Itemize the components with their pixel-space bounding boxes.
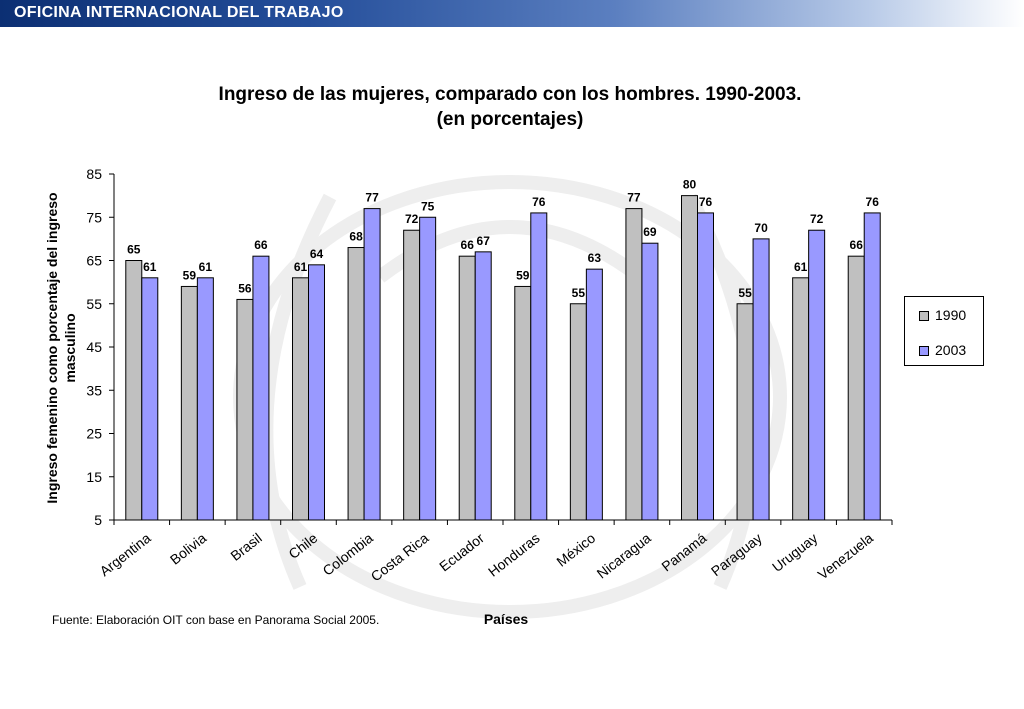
- bar-2003-colombia: [363, 208, 381, 521]
- x-tick-label: Nicaragua: [594, 530, 654, 582]
- x-tick-label: Paraguay: [708, 530, 765, 580]
- legend: 1990 2003: [904, 296, 984, 366]
- x-tick-label: Argentina: [97, 530, 154, 580]
- x-tick-label: Bolivia: [167, 530, 210, 568]
- bar-2003-ecuador: [474, 251, 492, 521]
- bar-2003-brasil: [252, 255, 270, 521]
- legend-item-1990: 1990: [919, 307, 966, 323]
- data-label: 56: [238, 281, 252, 295]
- bar-2003-chile: [308, 264, 325, 521]
- y-tick-label: 45: [86, 339, 102, 355]
- x-tick-label: Ecuador: [436, 530, 487, 575]
- bar-1990-argentina: [125, 260, 143, 521]
- source-note: Fuente: Elaboración OIT con base en Pano…: [52, 613, 380, 627]
- data-label: 59: [516, 268, 530, 282]
- data-label: 65: [127, 243, 141, 257]
- bar-2003-panamá: [697, 212, 714, 521]
- data-label: 63: [588, 251, 602, 265]
- bar-1990-méxico: [569, 303, 587, 521]
- data-label: 61: [794, 260, 808, 274]
- y-axis-label-line1: Ingreso femenino como porcentaje del ing…: [44, 192, 60, 503]
- y-tick-label: 15: [86, 469, 102, 485]
- bar-2003-nicaragua: [641, 242, 659, 521]
- legend-swatch-2003: [919, 346, 929, 357]
- header-bar: OFICINA INTERNACIONAL DEL TRABAJO: [0, 0, 1024, 27]
- legend-label-1990: 1990: [935, 307, 967, 323]
- bar-1990-chile: [292, 277, 309, 521]
- chart-title-line1: Ingreso de las mujeres, comparado con lo…: [218, 84, 802, 105]
- data-label: 75: [421, 199, 435, 213]
- x-tick-label: Chile: [285, 530, 320, 562]
- data-label: 76: [699, 195, 713, 209]
- data-label: 61: [294, 260, 308, 274]
- x-tick-label: Honduras: [485, 530, 543, 580]
- legend-swatch-1990: [919, 311, 929, 322]
- bar-1990-panamá: [681, 195, 698, 521]
- bar-2003-bolivia: [196, 277, 214, 521]
- x-tick-label: Panamá: [658, 530, 709, 575]
- data-label: 77: [365, 191, 379, 205]
- chart-title: Ingreso de las mujeres, comparado con lo…: [150, 82, 870, 132]
- bar-1990-brasil: [236, 298, 254, 521]
- bar-2003-costa-rica: [419, 216, 437, 521]
- y-tick-label: 75: [86, 209, 102, 225]
- data-label: 76: [866, 195, 880, 209]
- bar-1990-ecuador: [458, 255, 476, 521]
- x-tick-label: Brasil: [227, 530, 264, 564]
- data-label: 70: [754, 221, 768, 235]
- y-axis-label-line2: masculino: [62, 313, 78, 382]
- y-tick-label: 55: [86, 296, 102, 312]
- data-label: 59: [183, 268, 197, 282]
- y-tick-label: 25: [86, 426, 102, 442]
- y-tick-label: 85: [86, 166, 102, 182]
- x-tick-label: Uruguay: [769, 530, 821, 575]
- data-label: 61: [143, 260, 157, 274]
- y-tick-label: 5: [94, 512, 102, 528]
- legend-label-2003: 2003: [935, 342, 967, 358]
- chart-bars: [125, 195, 881, 521]
- data-label: 76: [532, 195, 546, 209]
- bar-2003-argentina: [141, 277, 159, 521]
- data-label: 77: [627, 191, 641, 205]
- y-tick-label: 65: [86, 253, 102, 269]
- bar-2003-honduras: [530, 212, 548, 521]
- chart-title-line2: (en porcentajes): [436, 109, 584, 130]
- bar-1990-bolivia: [180, 285, 198, 521]
- bar-1990-nicaragua: [625, 208, 643, 521]
- data-label: 67: [477, 234, 491, 248]
- x-tick-label: Costa Rica: [368, 530, 432, 585]
- data-label: 55: [572, 286, 586, 300]
- y-tick-label: 35: [86, 382, 102, 398]
- bar-1990-venezuela: [847, 255, 865, 521]
- bar-1990-paraguay: [736, 303, 754, 521]
- data-label: 61: [199, 260, 213, 274]
- x-tick-label: Venezuela: [815, 530, 877, 583]
- bar-2003-venezuela: [863, 212, 881, 521]
- bar-1990-colombia: [347, 247, 365, 521]
- bar-1990-uruguay: [792, 277, 810, 521]
- bar-2003-uruguay: [808, 229, 826, 521]
- bar-1990-costa-rica: [403, 229, 421, 521]
- data-label: 66: [461, 238, 475, 252]
- x-axis-label: Países: [484, 611, 529, 627]
- bar-2003-méxico: [585, 268, 603, 521]
- data-label: 66: [254, 238, 268, 252]
- data-label: 72: [405, 212, 419, 226]
- data-label: 69: [643, 225, 657, 239]
- bar-1990-honduras: [514, 285, 532, 521]
- data-label: 72: [810, 212, 824, 226]
- data-label: 80: [683, 178, 697, 192]
- data-label: 66: [850, 238, 864, 252]
- data-label: 64: [310, 247, 324, 261]
- header-title: OFICINA INTERNACIONAL DEL TRABAJO: [14, 4, 344, 21]
- data-label: 55: [738, 286, 752, 300]
- data-label: 68: [349, 230, 363, 244]
- bar-2003-paraguay: [752, 238, 770, 521]
- legend-item-2003: 2003: [919, 342, 966, 358]
- x-tick-label: México: [553, 530, 598, 570]
